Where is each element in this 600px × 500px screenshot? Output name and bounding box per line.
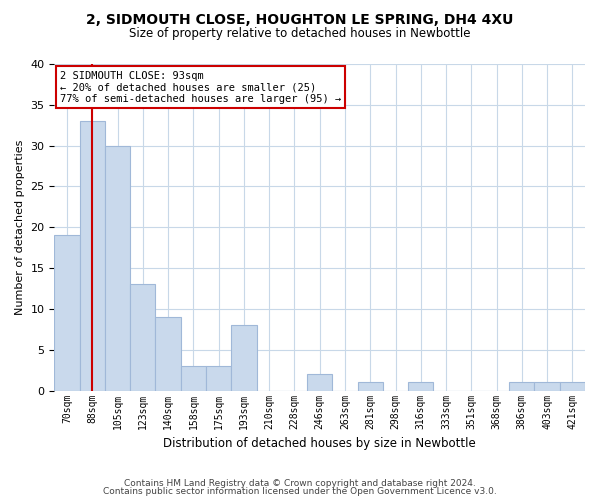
Text: Contains public sector information licensed under the Open Government Licence v3: Contains public sector information licen…	[103, 488, 497, 496]
Text: Size of property relative to detached houses in Newbottle: Size of property relative to detached ho…	[129, 28, 471, 40]
Bar	[130, 284, 155, 391]
Bar	[55, 236, 80, 390]
Text: 2, SIDMOUTH CLOSE, HOUGHTON LE SPRING, DH4 4XU: 2, SIDMOUTH CLOSE, HOUGHTON LE SPRING, D…	[86, 12, 514, 26]
X-axis label: Distribution of detached houses by size in Newbottle: Distribution of detached houses by size …	[163, 437, 476, 450]
Bar	[105, 146, 130, 390]
Bar	[509, 382, 535, 390]
Text: Contains HM Land Registry data © Crown copyright and database right 2024.: Contains HM Land Registry data © Crown c…	[124, 478, 476, 488]
Bar	[358, 382, 383, 390]
Bar	[307, 374, 332, 390]
Bar	[560, 382, 585, 390]
Text: 2 SIDMOUTH CLOSE: 93sqm
← 20% of detached houses are smaller (25)
77% of semi-de: 2 SIDMOUTH CLOSE: 93sqm ← 20% of detache…	[60, 70, 341, 104]
Bar	[155, 317, 181, 390]
Bar	[206, 366, 231, 390]
Bar	[535, 382, 560, 390]
Bar	[408, 382, 433, 390]
Bar	[181, 366, 206, 390]
Bar	[231, 326, 257, 390]
Y-axis label: Number of detached properties: Number of detached properties	[15, 140, 25, 315]
Bar	[80, 121, 105, 390]
